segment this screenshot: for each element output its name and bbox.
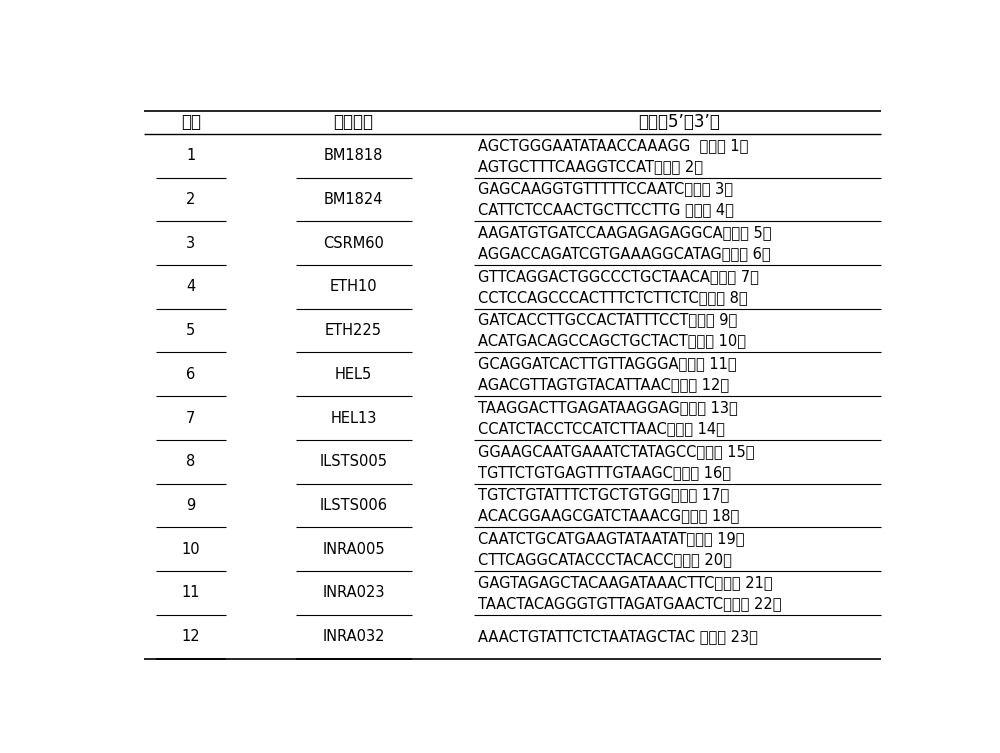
- Text: TGTCTGTATTTCTGCTGTGG（序列 17）: TGTCTGTATTTCTGCTGTGG（序列 17）: [478, 487, 729, 502]
- Text: GTTCAGGACTGGCCCTGCTAACA（序列 7）: GTTCAGGACTGGCCCTGCTAACA（序列 7）: [478, 269, 759, 284]
- Text: CTTCAGGCATACCCTACACC（序列 20）: CTTCAGGCATACCCTACACC（序列 20）: [478, 552, 732, 567]
- Text: GCAGGATCACTTGTTAGGGA（序列 11）: GCAGGATCACTTGTTAGGGA（序列 11）: [478, 356, 736, 371]
- Text: 12: 12: [182, 630, 200, 645]
- Text: AGCTGGGAATATAACCAAAGG  （序列 1）: AGCTGGGAATATAACCAAAGG （序列 1）: [478, 138, 748, 153]
- Text: 3: 3: [186, 236, 195, 251]
- Text: ACACGGAAGCGATCTAAACG（序列 18）: ACACGGAAGCGATCTAAACG（序列 18）: [478, 508, 739, 523]
- Text: 引物名称: 引物名称: [334, 113, 374, 131]
- Text: 1: 1: [186, 148, 196, 163]
- Text: 11: 11: [182, 586, 200, 600]
- Text: ETH225: ETH225: [325, 323, 382, 338]
- Text: 9: 9: [186, 498, 196, 513]
- Text: 10: 10: [182, 541, 200, 556]
- Text: TAACTACAGGGTGTTAGATGAACTC（序列 22）: TAACTACAGGGTGTTAGATGAACTC（序列 22）: [478, 596, 781, 611]
- Text: BM1824: BM1824: [324, 192, 383, 207]
- Text: 8: 8: [186, 454, 196, 469]
- Text: INRA005: INRA005: [322, 541, 385, 556]
- Text: 6: 6: [186, 367, 196, 382]
- Text: HEL13: HEL13: [330, 410, 377, 425]
- Text: CATTCTCCAACTGCTTCCTTG （序列 4）: CATTCTCCAACTGCTTCCTTG （序列 4）: [478, 203, 734, 218]
- Text: INRA023: INRA023: [322, 586, 385, 600]
- Text: TGTTCTGTGAGTTTGTAAGC（序列 16）: TGTTCTGTGAGTTTGTAAGC（序列 16）: [478, 465, 731, 480]
- Text: AAACTGTATTCTCTAATAGCTAC （序列 23）: AAACTGTATTCTCTAATAGCTAC （序列 23）: [478, 630, 758, 645]
- Text: 7: 7: [186, 410, 196, 425]
- Text: ILSTS006: ILSTS006: [320, 498, 388, 513]
- Text: 2: 2: [186, 192, 196, 207]
- Text: ILSTS005: ILSTS005: [320, 454, 388, 469]
- Text: GATCACCTTGCCACTATTTCCT（序列 9）: GATCACCTTGCCACTATTTCCT（序列 9）: [478, 312, 737, 328]
- Text: AGGACCAGATCGTGAAAGGCATAG（序列 6）: AGGACCAGATCGTGAAAGGCATAG（序列 6）: [478, 246, 770, 261]
- Text: GAGCAAGGTGTTTTTCCAATC（序列 3）: GAGCAAGGTGTTTTTCCAATC（序列 3）: [478, 181, 733, 197]
- Text: ETH10: ETH10: [330, 279, 377, 294]
- Text: CAATCTGCATGAAGTATAATAT（序列 19）: CAATCTGCATGAAGTATAATAT（序列 19）: [478, 532, 744, 546]
- Text: CSRM60: CSRM60: [323, 236, 384, 251]
- Text: CCATCTACCTCCATCTTAAC（序列 14）: CCATCTACCTCCATCTTAAC（序列 14）: [478, 421, 724, 436]
- Text: GGAAGCAATGAAATCTATAGCC（序列 15）: GGAAGCAATGAAATCTATAGCC（序列 15）: [478, 444, 754, 459]
- Text: 序列（5’－3’）: 序列（5’－3’）: [638, 113, 720, 131]
- Text: BM1818: BM1818: [324, 148, 383, 163]
- Text: AGACGTTAGTGTACATTAAC（序列 12）: AGACGTTAGTGTACATTAAC（序列 12）: [478, 377, 729, 392]
- Text: 序号: 序号: [181, 113, 201, 131]
- Text: AGTGCTTTCAAGGTCCAT（序列 2）: AGTGCTTTCAAGGTCCAT（序列 2）: [478, 159, 703, 174]
- Text: CCTCCAGCCCACTTTCTCTTCTC（序列 8）: CCTCCAGCCCACTTTCTCTTCTC（序列 8）: [478, 290, 747, 305]
- Text: 4: 4: [186, 279, 196, 294]
- Text: GAGTAGAGCTACAAGATAAACTTC（序列 21）: GAGTAGAGCTACAAGATAAACTTC（序列 21）: [478, 575, 772, 590]
- Text: ACATGACAGCCAGCTGCTACT（序列 10）: ACATGACAGCCAGCTGCTACT（序列 10）: [478, 334, 746, 349]
- Text: HEL5: HEL5: [335, 367, 372, 382]
- Text: AAGATGTGATCCAAGAGAGAGGCA（序列 5）: AAGATGTGATCCAAGAGAGAGGCA（序列 5）: [478, 225, 771, 240]
- Text: TAAGGACTTGAGATAAGGAG（序列 13）: TAAGGACTTGAGATAAGGAG（序列 13）: [478, 400, 737, 415]
- Text: 5: 5: [186, 323, 196, 338]
- Text: INRA032: INRA032: [322, 630, 385, 645]
